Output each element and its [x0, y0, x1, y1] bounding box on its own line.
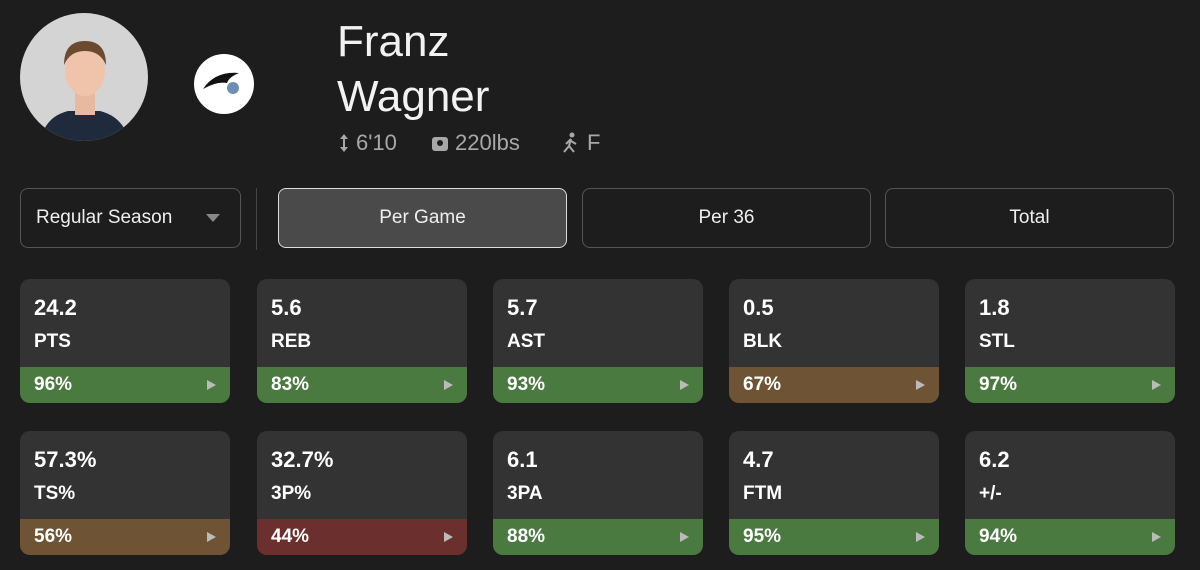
- player-weight: 220lbs: [455, 130, 520, 155]
- percentile-text: 93%: [507, 374, 546, 395]
- season-label: Regular Season: [36, 207, 173, 228]
- stat-label: FTM: [743, 483, 783, 504]
- divider: [256, 188, 257, 250]
- percentile-bar: 93%: [493, 367, 703, 403]
- stat-value: 24.2: [34, 295, 77, 320]
- player-position: F: [587, 130, 601, 155]
- stat-value: 6.1: [507, 447, 538, 472]
- stat-label: TS%: [34, 483, 76, 504]
- percentile-text: 67%: [743, 374, 782, 395]
- stat-card[interactable]: 32.7% 3P% 44%: [257, 431, 467, 555]
- stat-label: PTS: [34, 331, 71, 352]
- percentile-text: 44%: [271, 526, 310, 547]
- stat-value: 4.7: [743, 447, 774, 472]
- percentile-bar: 97%: [965, 367, 1175, 403]
- team-logo: [194, 54, 254, 114]
- player-last-name: Wagner: [337, 72, 490, 121]
- percentile-bar: 56%: [20, 519, 230, 555]
- percentile-bar: 88%: [493, 519, 703, 555]
- stat-card[interactable]: 1.8 STL 97%: [965, 279, 1175, 403]
- position-icon: [563, 132, 577, 153]
- percentile-bar: 44%: [257, 519, 467, 555]
- stat-card[interactable]: 24.2 PTS 96%: [20, 279, 230, 403]
- player-avatar: [20, 13, 148, 141]
- tab[interactable]: Total: [885, 188, 1174, 248]
- percentile-text: 56%: [34, 526, 73, 547]
- percentile-bar: 96%: [20, 367, 230, 403]
- expand-arrow: [1152, 532, 1161, 542]
- stat-label: REB: [271, 331, 312, 352]
- percentile-bar: 67%: [729, 367, 939, 403]
- tab[interactable]: Per Game: [278, 188, 567, 248]
- percentile-text: 88%: [507, 526, 546, 547]
- tab[interactable]: Per 36: [582, 188, 871, 248]
- percentile-bar: 95%: [729, 519, 939, 555]
- expand-arrow: [444, 532, 453, 542]
- percentile-text: 94%: [979, 526, 1018, 547]
- percentile-bar: 83%: [257, 367, 467, 403]
- stat-value: 5.6: [271, 295, 302, 320]
- stat-label: AST: [507, 331, 545, 352]
- expand-arrow: [444, 380, 453, 390]
- expand-arrow: [680, 532, 689, 542]
- stat-card[interactable]: 5.7 AST 93%: [493, 279, 703, 403]
- stat-value: 0.5: [743, 295, 774, 320]
- expand-arrow: [207, 380, 216, 390]
- percentile-text: 97%: [979, 374, 1018, 395]
- stat-value: 5.7: [507, 295, 538, 320]
- stat-label: 3PA: [507, 483, 543, 504]
- stat-label: BLK: [743, 331, 783, 352]
- player-first-name: Franz: [337, 17, 450, 66]
- dropdown-caret: [206, 214, 220, 222]
- stat-card[interactable]: 4.7 FTM 95%: [729, 431, 939, 555]
- stat-card[interactable]: 6.2 +/- 94%: [965, 431, 1175, 555]
- season-dropdown[interactable]: Regular Season: [20, 188, 241, 248]
- expand-arrow: [207, 532, 216, 542]
- expand-arrow: [680, 380, 689, 390]
- stat-label: +/-: [979, 483, 1002, 504]
- player-height: 6'10: [356, 130, 397, 155]
- stat-card[interactable]: 57.3% TS% 56%: [20, 431, 230, 555]
- stat-card[interactable]: 6.1 3PA 88%: [493, 431, 703, 555]
- stat-value: 32.7%: [271, 447, 334, 472]
- percentile-text: 96%: [34, 374, 73, 395]
- height-icon: [340, 134, 348, 152]
- expand-arrow: [1152, 380, 1161, 390]
- stat-value: 57.3%: [34, 447, 97, 472]
- stat-card[interactable]: 0.5 BLK 67%: [729, 279, 939, 403]
- percentile-text: 83%: [271, 374, 310, 395]
- stat-card[interactable]: 5.6 REB 83%: [257, 279, 467, 403]
- percentile-text: 95%: [743, 526, 782, 547]
- weight-icon: [432, 137, 448, 151]
- stat-label: STL: [979, 331, 1015, 352]
- expand-arrow: [916, 380, 925, 390]
- stat-value: 6.2: [979, 447, 1010, 472]
- percentile-bar: 94%: [965, 519, 1175, 555]
- expand-arrow: [916, 532, 925, 542]
- stat-label: 3P%: [271, 483, 312, 504]
- stat-value: 1.8: [979, 295, 1010, 320]
